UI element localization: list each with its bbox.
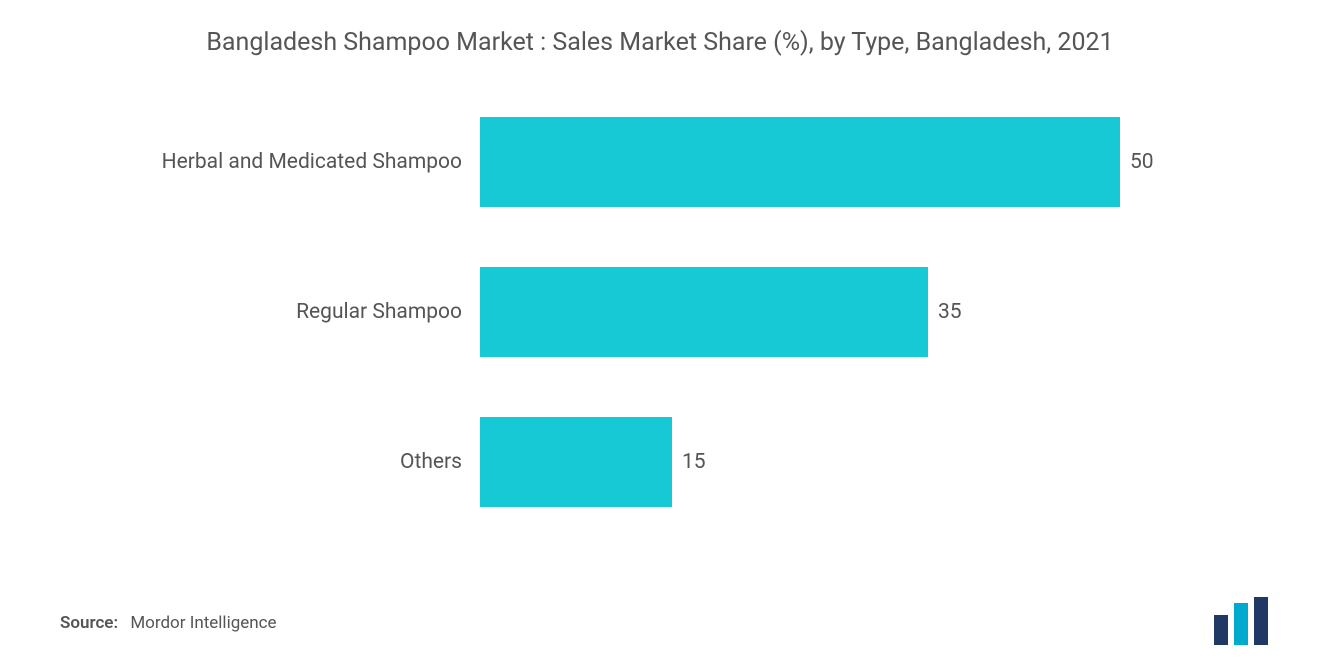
source-attribution: Source: Mordor Intelligence xyxy=(60,613,277,633)
chart-title: Bangladesh Shampoo Market : Sales Market… xyxy=(0,0,1320,57)
bar-row: Others 15 xyxy=(100,417,1160,507)
source-text: Mordor Intelligence xyxy=(130,613,276,633)
bar-label-others: Others xyxy=(100,450,480,474)
bar-label-regular: Regular Shampoo xyxy=(100,300,480,324)
bar-label-herbal: Herbal and Medicated Shampoo xyxy=(100,150,480,174)
bar-row: Herbal and Medicated Shampoo 50 xyxy=(100,117,1160,207)
brand-logo-icon xyxy=(1208,597,1280,645)
bar-track: 15 xyxy=(480,417,1120,507)
bar-track: 50 xyxy=(480,117,1120,207)
bar-track: 35 xyxy=(480,267,1120,357)
bar-fill-herbal xyxy=(480,117,1120,207)
bar-fill-others xyxy=(480,417,672,507)
bar-value-regular: 35 xyxy=(928,300,962,324)
bar-value-others: 15 xyxy=(672,450,706,474)
bar-fill-regular xyxy=(480,267,928,357)
bar-value-herbal: 50 xyxy=(1120,150,1154,174)
source-label: Source: xyxy=(60,613,126,633)
bar-chart: Herbal and Medicated Shampoo 50 Regular … xyxy=(100,117,1160,547)
bar-row: Regular Shampoo 35 xyxy=(100,267,1160,357)
